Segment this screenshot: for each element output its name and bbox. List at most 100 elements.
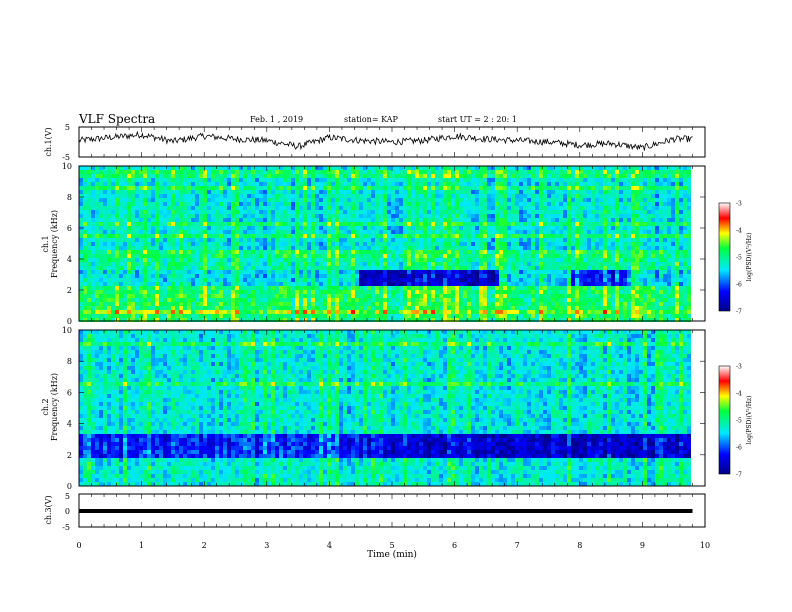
spectrogram-cell <box>523 174 527 178</box>
spectrogram-cell <box>303 198 307 202</box>
spectrogram-cell <box>179 218 183 222</box>
spectrogram-cell <box>363 234 367 238</box>
spectrogram-cell <box>463 246 467 250</box>
spectrogram-cell <box>487 290 491 294</box>
spectrogram-cell <box>311 266 315 270</box>
spectrogram-cell <box>231 262 235 266</box>
spectrogram-cell <box>259 214 263 218</box>
spectrogram-cell <box>207 206 211 210</box>
spectrogram-cell <box>243 282 247 286</box>
spectrogram-cell <box>279 166 283 170</box>
spectrogram-cell <box>131 206 135 210</box>
spectrogram-cell <box>99 234 103 238</box>
spectrogram-cell <box>211 258 215 262</box>
spectrogram-cell <box>107 278 111 282</box>
spectrogram-cell <box>559 290 563 294</box>
spectrogram-cell <box>655 270 659 274</box>
spectrogram-cell <box>635 254 639 258</box>
spectrogram-cell <box>423 178 427 182</box>
spectrogram-cell <box>187 230 191 234</box>
spectrogram-cell <box>131 274 135 278</box>
spectrogram-cell <box>451 290 455 294</box>
spectrogram-cell <box>675 250 679 254</box>
spectrogram-cell <box>671 190 675 194</box>
spectrogram-cell <box>463 258 467 262</box>
spectrogram-cell <box>583 174 587 178</box>
spectrogram-cell <box>663 230 667 234</box>
spectrogram-cell <box>247 266 251 270</box>
spectrogram-cell <box>407 246 411 250</box>
spectrogram-cell <box>427 210 431 214</box>
spectrogram-cell <box>403 218 407 222</box>
spectrogram-cell <box>307 242 311 246</box>
spectrogram-cell <box>419 290 423 294</box>
spectrogram-cell <box>443 174 447 178</box>
spectrogram-cell <box>615 230 619 234</box>
spectrogram-cell <box>511 218 515 222</box>
spectrogram-cell <box>155 198 159 202</box>
spectrogram-cell <box>83 234 87 238</box>
spectrogram-cell <box>243 210 247 214</box>
spectrogram-cell <box>591 182 595 186</box>
spectrogram-cell <box>639 246 643 250</box>
spectrogram-cell <box>523 250 527 254</box>
spectrogram-cell <box>419 190 423 194</box>
spectrogram-cell <box>607 262 611 266</box>
spectrogram-cell <box>127 214 131 218</box>
spectrogram-cell <box>491 210 495 214</box>
spectrogram-cell <box>675 190 679 194</box>
spectrogram-cell <box>215 266 219 270</box>
spectrogram-cell <box>287 290 291 294</box>
spectrogram-cell <box>411 210 415 214</box>
spectrogram-cell <box>451 206 455 210</box>
spectrogram-cell <box>111 234 115 238</box>
spectrogram-cell <box>563 234 567 238</box>
spectrogram-cell <box>635 194 639 198</box>
spectrogram-cell <box>195 266 199 270</box>
spectrogram-cell <box>147 202 151 206</box>
spectrogram-cell <box>275 230 279 234</box>
spectrogram-cell <box>375 270 379 274</box>
spectrogram-cell <box>219 214 223 218</box>
spectrogram-cell <box>539 266 543 270</box>
spectrogram-cell <box>559 274 563 278</box>
spectrogram-cell <box>83 286 87 290</box>
spectrogram-cell <box>159 166 163 170</box>
spectrogram-cell <box>647 286 651 290</box>
spectrogram-cell <box>267 210 271 214</box>
spectrogram-cell <box>103 278 107 282</box>
spectrogram-cell <box>327 186 331 190</box>
spectrogram-cell <box>531 226 535 230</box>
spectrogram-cell <box>335 270 339 274</box>
spectrogram-cell <box>515 170 519 174</box>
spectrogram-cell <box>619 214 623 218</box>
spectrogram-cell <box>215 178 219 182</box>
spectrogram-cell <box>531 246 535 250</box>
spectrogram-cell <box>539 282 543 286</box>
spectrogram-cell <box>91 194 95 198</box>
spectrogram-cell <box>319 174 323 178</box>
spectrogram-cell <box>175 214 179 218</box>
spectrogram-cell <box>259 174 263 178</box>
spectrogram-cell <box>359 238 363 242</box>
spectrogram-cell <box>419 286 423 290</box>
spectrogram-cell <box>251 282 255 286</box>
spectrogram-cell <box>687 222 691 226</box>
spectrogram-cell <box>239 170 243 174</box>
spectrogram-cell <box>183 202 187 206</box>
spectrogram-cell <box>479 194 483 198</box>
spectrogram-cell <box>263 238 267 242</box>
spectrogram-cell <box>107 202 111 206</box>
spectrogram-cell <box>135 226 139 230</box>
spectrogram-cell <box>455 274 459 278</box>
spectrogram-cell <box>191 186 195 190</box>
spectrogram-cell <box>451 266 455 270</box>
spectrogram-cell <box>491 198 495 202</box>
spectrogram-cell <box>387 258 391 262</box>
spectrogram-cell <box>467 270 471 274</box>
spectrogram-cell <box>91 174 95 178</box>
spectrogram-cell <box>423 258 427 262</box>
spectrogram-cell <box>655 222 659 226</box>
spectrogram-cell <box>575 218 579 222</box>
spectrogram-cell <box>667 282 671 286</box>
